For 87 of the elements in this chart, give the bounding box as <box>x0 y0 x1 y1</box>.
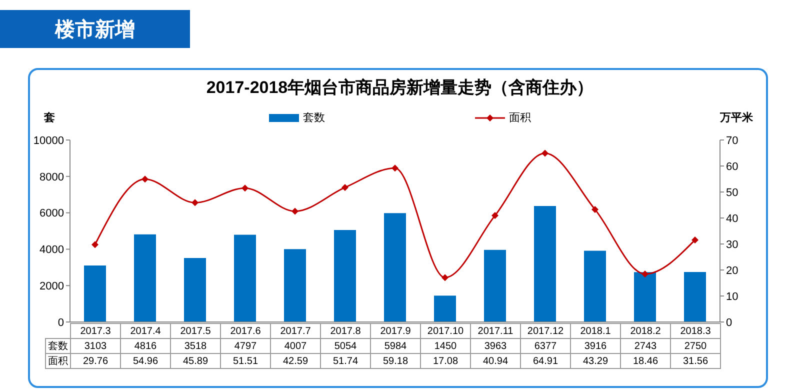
data-label: 3518 <box>170 338 220 354</box>
data-label: 4007 <box>270 338 320 354</box>
data-label: 51.74 <box>320 354 370 368</box>
data-label: 2750 <box>670 338 720 354</box>
x-tick-label: 2017.3 <box>70 324 120 338</box>
bar <box>534 206 556 322</box>
point <box>342 184 348 191</box>
point <box>592 206 598 213</box>
y2-tick-label: 10 <box>726 290 738 303</box>
y2-tick-label: 40 <box>726 212 738 225</box>
point <box>142 176 148 183</box>
x-tick-label: 2017.6 <box>220 324 270 338</box>
chart-subtitle: 楼市新增 <box>0 10 190 48</box>
bar <box>134 234 156 322</box>
point <box>492 212 498 220</box>
data-label: 64.91 <box>520 354 570 368</box>
data-label: 3963 <box>470 338 520 354</box>
data-label: 18.46 <box>620 354 670 368</box>
bar <box>634 272 656 322</box>
y-tick-label: 8000 <box>40 171 64 184</box>
data-label: 29.76 <box>70 354 120 368</box>
x-tick-label: 2017.9 <box>370 324 420 338</box>
data-label: 17.08 <box>420 354 470 368</box>
point <box>542 150 548 157</box>
point <box>442 274 448 282</box>
point <box>292 208 298 215</box>
data-label: 43.29 <box>570 354 620 368</box>
bar <box>384 213 406 322</box>
data-label: 42.59 <box>270 354 320 368</box>
y-tick-label: 6000 <box>40 208 64 220</box>
x-tick-label: 2017.4 <box>120 324 170 338</box>
legend-label: 面积 <box>509 111 531 125</box>
x-tick-label: 2018.1 <box>570 324 620 338</box>
x-tick-label: 2018.2 <box>620 324 670 338</box>
x-tick-label: 2018.3 <box>670 324 720 338</box>
data-label: 54.96 <box>120 354 170 368</box>
data-label: 51.51 <box>220 354 270 368</box>
data-label: 59.18 <box>370 354 420 368</box>
x-tick-label: 2017.8 <box>320 324 370 338</box>
y2-tick-label: 60 <box>726 160 738 173</box>
bar <box>584 250 606 322</box>
text: 面积 <box>48 356 68 367</box>
y2-axis-title: 万平米 <box>720 110 753 125</box>
data-label: 5054 <box>320 338 370 354</box>
bar <box>284 249 306 322</box>
y-tick-label: 10000 <box>33 134 64 147</box>
y2-tick-label: 30 <box>726 238 738 251</box>
data-label: 31.56 <box>670 354 720 368</box>
point <box>392 164 398 172</box>
data-label: 6377 <box>520 338 570 354</box>
text: 套数 <box>48 341 68 352</box>
x-tick-label: 2017.11 <box>470 324 520 338</box>
y2-tick-label: 50 <box>726 186 738 199</box>
data-label: 45.89 <box>170 354 220 368</box>
y-tick-label: 2000 <box>40 280 64 293</box>
chart-title: 2017-2018年烟台市商品房新增量走势（含商住办） <box>205 77 595 99</box>
point <box>242 184 248 192</box>
bar <box>434 296 456 322</box>
x-tick-label: 2017.10 <box>420 324 470 338</box>
x-tick-label: 2017.5 <box>170 324 220 338</box>
data-label: 40.94 <box>470 354 520 368</box>
point <box>92 241 98 248</box>
point <box>692 236 698 244</box>
point <box>192 199 198 206</box>
bar <box>484 250 506 322</box>
y-axis-title: 套 <box>44 110 55 125</box>
data-label: 3916 <box>570 338 620 354</box>
data-label: 3103 <box>70 338 120 354</box>
y-tick-label: 4000 <box>40 244 64 256</box>
x-tick-label: 2017.7 <box>270 324 320 338</box>
bar <box>234 234 256 322</box>
data-label: 1450 <box>420 338 470 354</box>
bar <box>184 258 206 322</box>
bar <box>334 230 356 322</box>
data-label: 5984 <box>370 338 420 354</box>
x-tick-label: 2017.12 <box>520 324 570 338</box>
point <box>642 270 648 278</box>
data-label: 4797 <box>220 338 270 354</box>
bar <box>684 272 706 322</box>
y2-tick-label: 70 <box>726 134 738 147</box>
bar <box>84 266 106 322</box>
y2-tick-label: 20 <box>726 264 738 277</box>
legend-label: 套数 <box>303 111 325 125</box>
y-tick-label: 0 <box>58 316 64 329</box>
y2-tick-label: 0 <box>726 316 732 329</box>
data-label: 2743 <box>620 338 670 354</box>
data-label: 4816 <box>120 338 170 354</box>
